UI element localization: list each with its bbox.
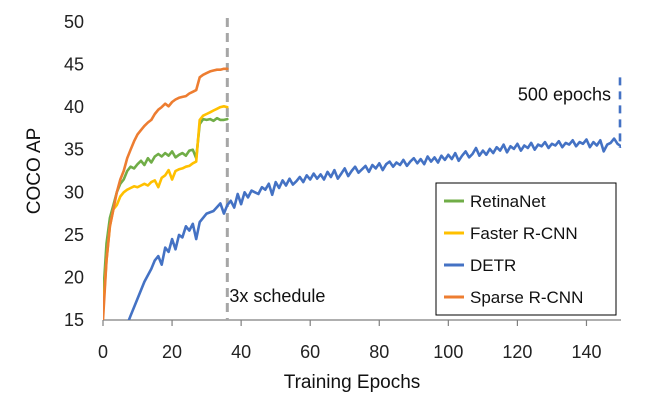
legend-label: DETR [470, 256, 516, 275]
series-line-faster-r-cnn [103, 105, 229, 313]
legend: RetinaNet Faster R-CNN DETR Sparse R-CNN [435, 182, 617, 316]
x-tick-label: 0 [98, 342, 108, 362]
x-tick-label: 100 [433, 342, 463, 362]
y-axis: 15 20 25 30 35 40 45 50 [64, 12, 84, 330]
five-hundred-epochs-label: 500 epochs [518, 84, 611, 104]
y-tick-label: 20 [64, 267, 84, 287]
legend-label: RetinaNet [470, 192, 546, 211]
y-tick-label: 30 [64, 182, 84, 202]
x-tick-label: 40 [231, 342, 251, 362]
series-line-sparse-r-cnn [103, 67, 229, 320]
y-tick-label: 35 [64, 140, 84, 160]
x-tick-label: 120 [502, 342, 532, 362]
x-tick-label: 140 [571, 342, 601, 362]
y-tick-label: 25 [64, 225, 84, 245]
x-tick-label: 20 [162, 342, 182, 362]
x-axis: 0 20 40 60 80 100 120 140 [98, 319, 621, 362]
x-tick-label: 60 [300, 342, 320, 362]
series-line-detr [127, 137, 621, 320]
y-tick-label: 15 [64, 310, 84, 330]
legend-box [435, 182, 617, 316]
x-tick-label: 80 [369, 342, 389, 362]
x-axis-title: Training Epochs [284, 372, 421, 393]
legend-label: Sparse R-CNN [470, 288, 583, 307]
y-tick-label: 50 [64, 12, 84, 32]
three-x-schedule-label: 3x schedule [229, 286, 325, 306]
series-layer [103, 67, 621, 320]
legend-label: Faster R-CNN [470, 224, 578, 243]
series-line-retinanet [103, 116, 229, 300]
y-tick-label: 40 [64, 97, 84, 117]
y-axis-title: COCO AP [24, 128, 45, 215]
y-tick-label: 45 [64, 55, 84, 75]
